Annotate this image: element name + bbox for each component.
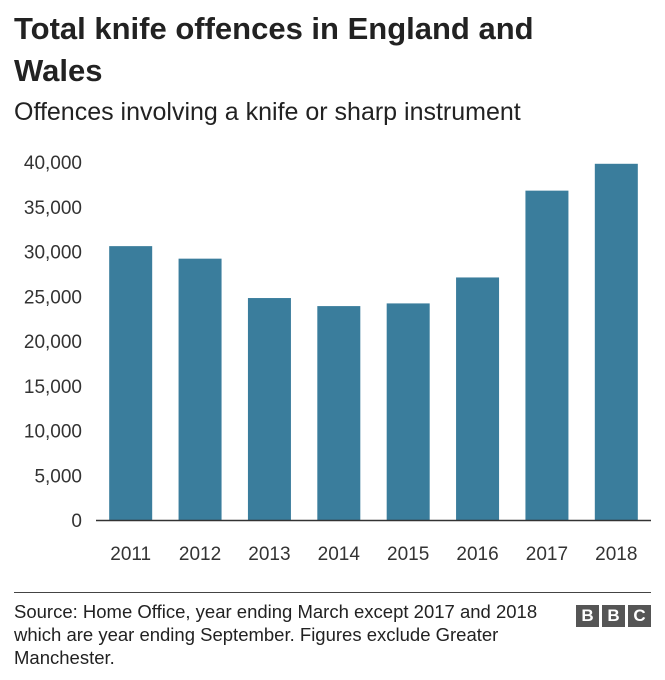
bar-2012 — [178, 258, 222, 520]
x-tick-label: 2016 — [456, 544, 498, 565]
x-tick-label: 2013 — [248, 544, 290, 565]
y-tick-label: 30,000 — [24, 243, 82, 264]
x-tick-label: 2017 — [526, 544, 568, 565]
chart-title: Total knife offences in England and Wale… — [14, 11, 534, 88]
x-tick-label: 2014 — [318, 544, 361, 565]
bar-2017 — [525, 190, 569, 520]
bar-2011 — [109, 246, 153, 520]
footer-divider — [14, 592, 651, 593]
source-note: Source: Home Office, year ending March e… — [14, 601, 538, 668]
y-tick-label: 25,000 — [24, 287, 82, 308]
bbc-logo-letter-3: C — [628, 605, 651, 627]
x-tick-label: 2015 — [387, 544, 429, 565]
x-tick-label: 2018 — [595, 544, 637, 565]
bar-2013 — [247, 298, 291, 520]
bar-2014 — [317, 306, 361, 520]
y-tick-label: 0 — [71, 511, 82, 532]
y-tick-label: 15,000 — [24, 377, 82, 398]
chart-subtitle: Offences involving a knife or sharp inst… — [14, 98, 521, 126]
bar-2018 — [594, 163, 638, 520]
bar-2015 — [386, 303, 430, 520]
y-tick-label: 40,000 — [24, 153, 82, 174]
x-tick-label: 2011 — [110, 544, 151, 565]
bbc-logo-letter-1: B — [576, 605, 599, 627]
bar-chart: 0 5,000 10,000 15,000 20,000 25,000 30,000 35,0… — [24, 153, 651, 565]
y-tick-label: 10,000 — [24, 422, 82, 443]
bbc-logo-letter-2: B — [602, 605, 625, 627]
y-tick-label: 20,000 — [24, 332, 82, 353]
bar-2016 — [456, 277, 500, 520]
y-tick-label: 35,000 — [24, 198, 82, 219]
bbc-logo: B B C — [576, 605, 651, 627]
x-tick-label: 2012 — [179, 544, 221, 565]
y-tick-label: 5,000 — [34, 466, 82, 487]
